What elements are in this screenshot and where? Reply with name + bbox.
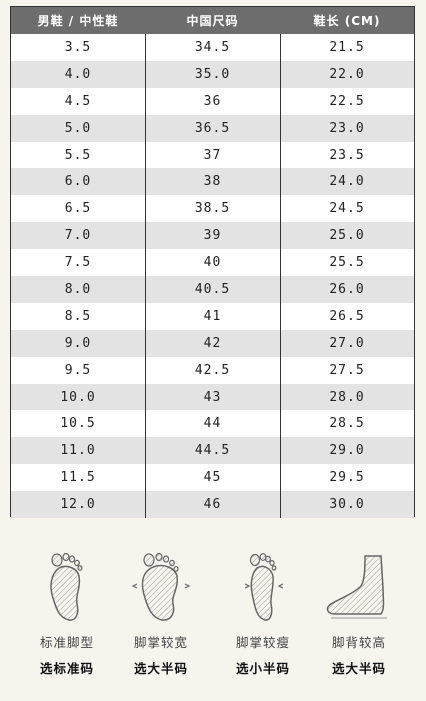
us-size-cell: 4.0 bbox=[64, 66, 92, 82]
cn-size-cell: 46 bbox=[203, 497, 222, 513]
cn-size-cell: 36.5 bbox=[194, 120, 231, 136]
us-size-cell: 11.5 bbox=[60, 470, 96, 486]
length-cell: 21.5 bbox=[329, 39, 365, 55]
wide-foot-icon bbox=[116, 548, 206, 624]
foot-type-high-instep: 脚背较高 选大半码 bbox=[314, 548, 404, 677]
column-divider bbox=[145, 34, 146, 519]
us-size-cell: 8.5 bbox=[64, 308, 92, 324]
table-row: 8.0 40.5 26.0 bbox=[11, 276, 414, 303]
table-row: 7.5 40 25.5 bbox=[11, 249, 414, 276]
narrow-foot-icon bbox=[218, 548, 308, 624]
cn-size-cell: 38 bbox=[203, 174, 222, 190]
us-size-cell: 4.5 bbox=[64, 93, 92, 109]
length-cell: 22.0 bbox=[329, 66, 365, 82]
length-cell: 26.0 bbox=[329, 281, 365, 297]
table-row: 8.5 41 26.5 bbox=[11, 303, 414, 330]
table-row: 7.0 39 25.0 bbox=[11, 222, 414, 250]
cn-size-cell: 42 bbox=[203, 335, 222, 351]
table-row: 11.0 44.5 29.0 bbox=[11, 437, 414, 465]
high-instep-foot-icon bbox=[314, 548, 404, 624]
table-header: 男鞋 / 中性鞋 中国尺码 鞋长 (CM) bbox=[11, 7, 414, 34]
size-advice: 选大半码 bbox=[133, 661, 188, 676]
us-size-cell: 6.5 bbox=[64, 201, 92, 217]
header-length: 鞋长 (CM) bbox=[313, 14, 381, 28]
us-size-cell: 7.5 bbox=[64, 255, 92, 271]
us-size-cell: 5.0 bbox=[64, 120, 92, 136]
us-size-cell: 9.0 bbox=[64, 335, 92, 351]
length-cell: 30.0 bbox=[329, 497, 365, 513]
length-cell: 23.0 bbox=[329, 120, 365, 136]
size-advice: 选标准码 bbox=[39, 661, 94, 676]
foot-type-label: 脚掌较瘦 bbox=[235, 635, 290, 650]
cn-size-cell: 37 bbox=[203, 147, 222, 163]
table-row: 5.5 37 23.5 bbox=[11, 142, 414, 169]
length-cell: 29.0 bbox=[329, 443, 365, 459]
length-cell: 25.5 bbox=[329, 255, 365, 271]
foot-type-label: 脚掌较宽 bbox=[133, 635, 188, 650]
cn-size-cell: 42.5 bbox=[194, 362, 231, 378]
us-size-cell: 9.5 bbox=[64, 362, 92, 378]
length-cell: 24.5 bbox=[329, 201, 365, 217]
us-size-cell: 8.0 bbox=[64, 281, 92, 297]
length-cell: 27.0 bbox=[329, 335, 365, 351]
us-size-cell: 5.5 bbox=[64, 147, 92, 163]
size-advice: 选小半码 bbox=[235, 661, 290, 676]
table-row: 3.5 34.5 21.5 bbox=[11, 34, 414, 61]
us-size-cell: 3.5 bbox=[64, 39, 92, 55]
table-row: 4.5 36 22.5 bbox=[11, 88, 414, 115]
length-cell: 27.5 bbox=[329, 362, 365, 378]
us-size-cell: 10.0 bbox=[60, 389, 96, 405]
table-row: 4.0 35.0 22.0 bbox=[11, 60, 414, 88]
foot-type-wide: 脚掌较宽 选大半码 bbox=[116, 548, 206, 677]
length-cell: 22.5 bbox=[329, 93, 365, 109]
us-size-cell: 12.0 bbox=[60, 497, 96, 513]
cn-size-cell: 34.5 bbox=[194, 39, 231, 55]
length-cell: 28.0 bbox=[329, 389, 365, 405]
cn-size-cell: 45 bbox=[203, 470, 222, 486]
table-row: 5.0 36.5 23.0 bbox=[11, 114, 414, 142]
table-row: 6.0 38 24.0 bbox=[11, 168, 414, 196]
foot-type-guide: 标准脚型 选标准码 脚掌较宽 选大半码 bbox=[0, 548, 426, 698]
length-cell: 23.5 bbox=[329, 147, 365, 163]
foot-type-narrow: 脚掌较瘦 选小半码 bbox=[218, 548, 308, 677]
cn-size-cell: 43 bbox=[203, 389, 222, 405]
cn-size-cell: 40.5 bbox=[194, 281, 231, 297]
us-size-cell: 10.5 bbox=[60, 416, 96, 432]
length-cell: 29.5 bbox=[329, 470, 365, 486]
cn-size-cell: 44 bbox=[203, 416, 222, 432]
table-row: 9.0 42 27.0 bbox=[11, 329, 414, 357]
length-cell: 25.0 bbox=[329, 228, 365, 244]
us-size-cell: 6.0 bbox=[64, 174, 92, 190]
column-divider bbox=[280, 34, 281, 519]
cn-size-cell: 35.0 bbox=[194, 66, 231, 82]
foot-type-standard: 标准脚型 选标准码 bbox=[22, 548, 112, 677]
table-row: 11.5 45 29.5 bbox=[11, 464, 414, 491]
table-row: 6.5 38.5 24.5 bbox=[11, 195, 414, 222]
us-size-cell: 11.0 bbox=[60, 443, 96, 459]
header-cn-size: 中国尺码 bbox=[186, 14, 239, 28]
length-cell: 24.0 bbox=[329, 174, 365, 190]
size-table: 男鞋 / 中性鞋 中国尺码 鞋长 (CM) 3.5 34.5 21.5 4.0 35.0… bbox=[10, 6, 415, 519]
length-cell: 28.5 bbox=[329, 416, 365, 432]
table-row: 10.5 44 28.5 bbox=[11, 410, 414, 437]
cn-size-cell: 41 bbox=[203, 308, 222, 324]
foot-type-label: 标准脚型 bbox=[39, 635, 94, 650]
table-body: 3.5 34.5 21.5 4.0 35.0 22.0 4.5 36 22.5 5.0 36.5 23… bbox=[11, 34, 414, 519]
table-row: 12.0 46 30.0 bbox=[11, 491, 414, 519]
cn-size-cell: 39 bbox=[203, 228, 222, 244]
standard-foot-icon bbox=[22, 548, 112, 624]
size-advice: 选大半码 bbox=[331, 661, 386, 676]
cn-size-cell: 38.5 bbox=[194, 201, 231, 217]
length-cell: 26.5 bbox=[329, 308, 365, 324]
cn-size-cell: 40 bbox=[203, 255, 222, 271]
cn-size-cell: 36 bbox=[203, 93, 222, 109]
cn-size-cell: 44.5 bbox=[194, 443, 231, 459]
table-row: 9.5 42.5 27.5 bbox=[11, 357, 414, 384]
table-row: 10.0 43 28.0 bbox=[11, 383, 414, 411]
us-size-cell: 7.0 bbox=[64, 228, 92, 244]
foot-type-label: 脚背较高 bbox=[331, 635, 386, 650]
header-us-size: 男鞋 / 中性鞋 bbox=[37, 14, 119, 28]
